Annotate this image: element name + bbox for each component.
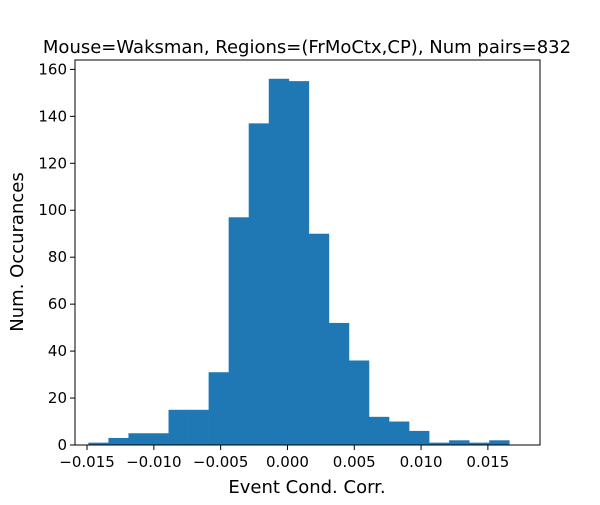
histogram-bar bbox=[429, 442, 450, 445]
chart-title: Mouse=Waksman, Regions=(FrMoCtx,CP), Num… bbox=[43, 37, 571, 58]
y-tick-label: 20 bbox=[48, 389, 67, 407]
histogram-bar bbox=[188, 409, 209, 445]
histogram-bar bbox=[469, 442, 490, 445]
histogram-bar bbox=[389, 421, 410, 445]
histogram-bar bbox=[208, 372, 229, 445]
histogram-bar bbox=[409, 430, 430, 445]
y-tick-label: 60 bbox=[48, 295, 67, 313]
histogram-bar bbox=[168, 409, 189, 445]
histogram-bar bbox=[248, 123, 270, 445]
histogram-bar bbox=[328, 322, 350, 445]
y-tick-label: 40 bbox=[48, 342, 67, 360]
histogram-bar bbox=[268, 78, 290, 445]
y-tick-label: 100 bbox=[38, 201, 67, 219]
y-axis-label: Num. Occurances bbox=[7, 172, 28, 331]
histogram-bar bbox=[368, 416, 390, 445]
y-axis: 0 20 40 60 80 100 120 140 160 bbox=[38, 60, 75, 454]
y-tick-label: 160 bbox=[38, 60, 67, 78]
x-tick-label: −0.010 bbox=[126, 453, 182, 471]
y-tick-label: 140 bbox=[38, 107, 67, 125]
histogram-bar bbox=[88, 442, 109, 445]
y-tick-label: 0 bbox=[57, 436, 67, 454]
histogram-bar bbox=[449, 440, 470, 445]
x-tick-label: −0.015 bbox=[59, 453, 115, 471]
x-tick-label: 0.010 bbox=[400, 453, 443, 471]
histogram-bar bbox=[348, 360, 370, 445]
x-tick-label: 0.005 bbox=[333, 453, 376, 471]
histogram-bar bbox=[108, 437, 129, 445]
histogram-bar bbox=[228, 217, 249, 445]
histogram-bar bbox=[308, 233, 330, 445]
histogram-bar bbox=[489, 440, 510, 445]
histogram-bar bbox=[288, 81, 310, 445]
x-axis-label: Event Cond. Corr. bbox=[228, 477, 385, 498]
y-tick-label: 120 bbox=[38, 154, 67, 172]
plot-frame bbox=[74, 59, 541, 446]
histogram-bar bbox=[128, 433, 149, 445]
bars-group bbox=[88, 78, 510, 445]
y-tick-label: 80 bbox=[48, 248, 67, 266]
x-tick-label: 0.000 bbox=[266, 453, 309, 471]
x-tick-label: 0.015 bbox=[466, 453, 509, 471]
x-axis: −0.015 −0.010 −0.005 0.000 0.005 0.010 0.015 bbox=[59, 445, 509, 471]
x-tick-label: −0.005 bbox=[193, 453, 249, 471]
histogram-bar bbox=[148, 433, 169, 445]
